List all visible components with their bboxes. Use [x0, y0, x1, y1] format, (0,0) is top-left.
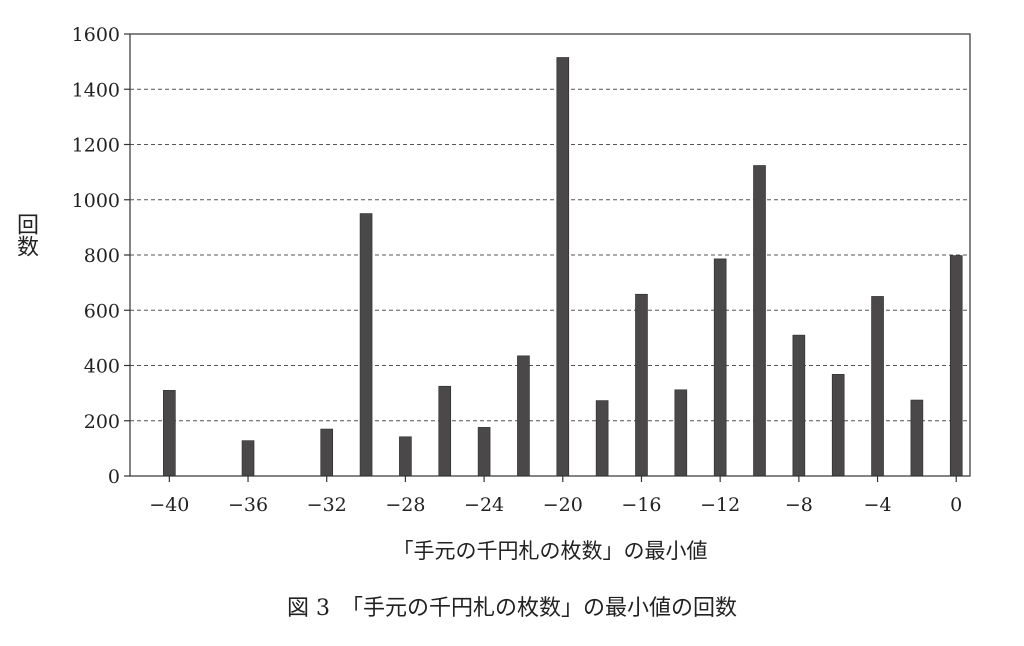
- x-tick-label: −28: [385, 494, 425, 516]
- bar: [713, 258, 727, 477]
- x-tick-label: −16: [621, 494, 661, 516]
- bar: [674, 389, 688, 477]
- x-tick-label: −40: [149, 494, 189, 516]
- x-tick-label: 0: [950, 494, 962, 516]
- y-tick-label: 400: [84, 356, 120, 378]
- y-tick-label: 800: [84, 245, 120, 267]
- bar: [595, 400, 609, 477]
- x-tick-label: −4: [864, 494, 892, 516]
- bar: [635, 293, 648, 477]
- y-axis-title: 回数: [13, 213, 38, 257]
- bar: [871, 296, 884, 477]
- x-tick-label: −12: [700, 494, 740, 516]
- bar: [359, 213, 373, 477]
- bar: [556, 57, 570, 477]
- y-tick-label: 1600: [72, 24, 120, 46]
- grid-lines: [130, 33, 970, 422]
- bar: [792, 334, 806, 477]
- bar: [241, 440, 255, 477]
- y-tick-label: 1000: [72, 190, 120, 212]
- y-tick-label: 1400: [72, 79, 120, 101]
- x-tick-label: −8: [785, 494, 813, 516]
- bar: [163, 390, 176, 477]
- bars: [163, 57, 963, 477]
- bar: [753, 165, 766, 477]
- bar: [831, 374, 845, 477]
- bar: [949, 255, 963, 477]
- bar: [517, 355, 530, 477]
- bar: [477, 427, 491, 477]
- x-tick-label: −24: [464, 494, 504, 516]
- x-tick-label: −20: [543, 494, 583, 516]
- figure-caption: 図 3 「手元の千円札の枚数」の最小値の回数: [287, 596, 737, 621]
- x-axis-title: 「手元の千円札の枚数」の最小値: [392, 539, 708, 563]
- y-tick-label: 0: [108, 466, 120, 488]
- bar: [438, 385, 452, 477]
- bar: [910, 399, 924, 477]
- y-tick-label: 200: [84, 411, 120, 433]
- bar: [320, 428, 334, 477]
- y-tick-label: 600: [84, 300, 120, 322]
- y-tick-label: 1200: [72, 135, 120, 157]
- x-axis: −40 −36 −32 −28 −24 −20 −16 −12 −8 −4 0: [149, 476, 962, 516]
- x-tick-label: −36: [228, 494, 268, 516]
- x-tick-label: −32: [307, 494, 347, 516]
- bar: [399, 436, 412, 477]
- y-axis: 0 200 400 600 800 1000 1200 1400 1600: [72, 24, 130, 488]
